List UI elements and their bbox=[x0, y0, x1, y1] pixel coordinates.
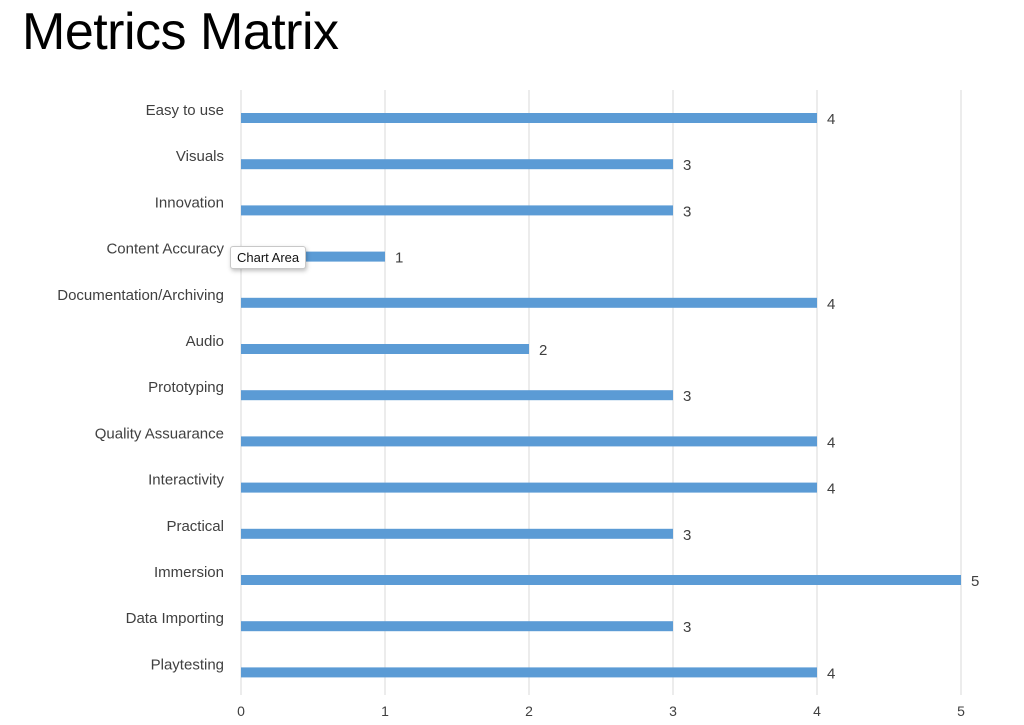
x-tick-label: 2 bbox=[525, 703, 533, 719]
x-tick-label: 0 bbox=[237, 703, 245, 719]
category-label: Innovation bbox=[155, 194, 224, 211]
category-axis-labels: Easy to use Visuals Innovation Content Accu… bbox=[57, 102, 224, 673]
bar[interactable] bbox=[241, 575, 961, 585]
bar[interactable] bbox=[241, 528, 673, 539]
chart-area-tooltip: Chart Area bbox=[230, 246, 307, 269]
x-tick-label: 5 bbox=[957, 703, 965, 719]
data-label: 4 bbox=[827, 481, 835, 498]
x-tick-label: 3 bbox=[669, 703, 677, 719]
category-label: Easy to use bbox=[146, 102, 224, 119]
data-label: 3 bbox=[683, 203, 691, 220]
category-label: Content Accuracy bbox=[106, 241, 224, 258]
bar[interactable] bbox=[241, 344, 529, 354]
data-label: 3 bbox=[683, 388, 691, 405]
data-label: 1 bbox=[395, 250, 403, 267]
category-label: Data Importing bbox=[126, 610, 224, 627]
data-label: 3 bbox=[683, 527, 691, 544]
category-label: Playtesting bbox=[151, 656, 224, 673]
data-label: 4 bbox=[827, 111, 835, 128]
data-label: 4 bbox=[827, 296, 835, 313]
category-label: Prototyping bbox=[148, 379, 224, 396]
slide-title: Metrics Matrix bbox=[22, 3, 339, 61]
x-tick-label: 4 bbox=[813, 703, 821, 719]
bar[interactable] bbox=[241, 113, 817, 123]
category-label: Visuals bbox=[176, 148, 224, 165]
bar[interactable] bbox=[241, 621, 673, 632]
bar[interactable] bbox=[241, 297, 817, 308]
category-label: Practical bbox=[166, 518, 224, 535]
data-label: 3 bbox=[683, 157, 691, 174]
x-tick-label: 1 bbox=[381, 703, 389, 719]
data-label: 2 bbox=[539, 342, 547, 359]
bar[interactable] bbox=[241, 482, 817, 493]
category-label: Audio bbox=[186, 333, 224, 350]
category-label: Quality Assuarance bbox=[95, 425, 224, 442]
category-label: Immersion bbox=[154, 564, 224, 581]
data-label: 5 bbox=[971, 573, 979, 590]
data-label: 4 bbox=[827, 665, 835, 682]
category-label: Interactivity bbox=[148, 472, 224, 489]
data-labels: 4 3 3 1 4 2 3 4 4 3 5 3 4 bbox=[395, 111, 979, 682]
bar[interactable] bbox=[241, 251, 385, 262]
bar[interactable] bbox=[241, 205, 673, 216]
bar[interactable] bbox=[241, 436, 817, 447]
bar[interactable] bbox=[241, 390, 673, 401]
bar[interactable] bbox=[241, 667, 817, 678]
category-label: Documentation/Archiving bbox=[57, 287, 224, 304]
data-label: 3 bbox=[683, 619, 691, 636]
value-axis-labels: 0 1 2 3 4 5 bbox=[237, 703, 965, 719]
bars bbox=[241, 113, 961, 678]
data-label: 4 bbox=[827, 434, 835, 451]
bar[interactable] bbox=[241, 159, 673, 170]
